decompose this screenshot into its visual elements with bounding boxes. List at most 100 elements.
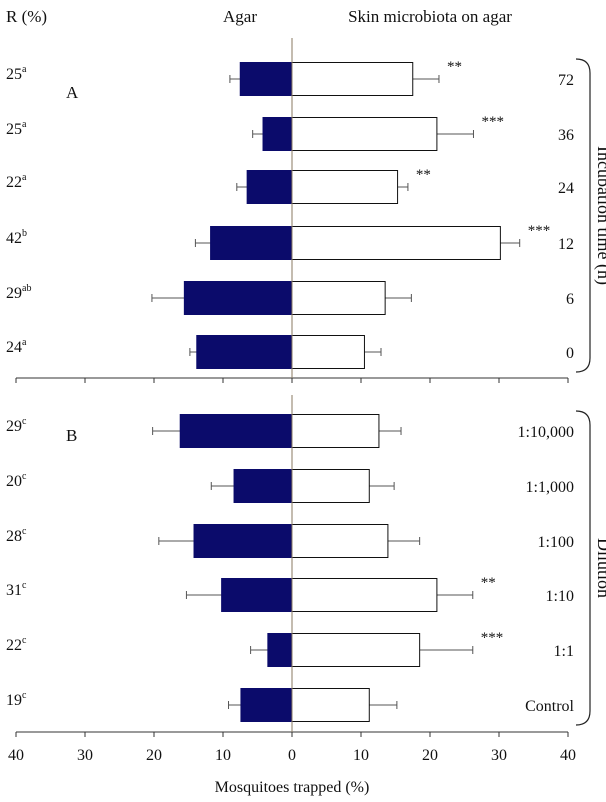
skin-error-bar-p0-r1 — [436, 130, 474, 138]
category-label-p0-r3: 12 — [558, 236, 574, 253]
category-label-p1-r0: 1:10,000 — [518, 424, 574, 441]
agar-error-bar-p0-r5 — [189, 348, 197, 356]
skin-bar-p0-r5 — [291, 335, 365, 369]
agar-error-bar-p1-r5 — [228, 701, 241, 709]
skin-error-bar-p0-r3 — [500, 239, 521, 247]
agar-bar-p1-r0 — [179, 414, 293, 448]
category-label-p0-r1: 36 — [558, 127, 574, 144]
skin-bar-p0-r2 — [291, 170, 399, 204]
x-axis-label: Mosquitoes trapped (%) — [215, 779, 370, 796]
x-tick-label-2: 20 — [146, 747, 162, 764]
x-tick-label-5: 10 — [353, 747, 369, 764]
category-label-p1-r4: 1:1 — [554, 643, 574, 660]
r-value-p0-r3: 42b — [6, 228, 27, 247]
agar-bar-p1-r1 — [233, 469, 293, 503]
agar-bar-p1-r3 — [221, 578, 293, 612]
agar-error-bar-p1-r4 — [250, 646, 268, 654]
skin-bar-p0-r4 — [291, 281, 386, 315]
agar-error-bar-p1-r2 — [158, 537, 195, 545]
skin-error-bar-p0-r5 — [364, 348, 382, 356]
panel-label-b: B — [66, 426, 77, 445]
agar-header: Agar — [223, 7, 257, 26]
skin-error-bar-p1-r5 — [369, 701, 398, 709]
r-value-p1-r0: 29c — [6, 416, 27, 435]
agar-error-bar-p0-r0 — [229, 75, 241, 83]
agar-bar-p1-r4 — [267, 633, 293, 667]
side-label-b: Dilution — [594, 538, 606, 598]
significance-marker-p1-r3: ** — [481, 575, 496, 591]
skin-bar-p1-r1 — [291, 469, 370, 503]
panel-bracket-b — [575, 410, 591, 726]
category-label-p0-r2: 24 — [558, 180, 574, 197]
r-value-p0-r5: 24a — [6, 337, 27, 356]
agar-bar-p0-r2 — [246, 170, 293, 204]
agar-bar-p1-r2 — [193, 524, 293, 558]
labels-layer: A ** 25a 72 *** 25a 36 ** 22a 24 *** 42b 12 29ab 6 24a 0… — [6, 59, 606, 764]
skin-bar-p0-r3 — [291, 226, 501, 260]
r-value-p0-r2: 22a — [6, 172, 27, 191]
skin-error-bar-p1-r1 — [369, 482, 395, 490]
panel-label-a: A — [66, 83, 79, 102]
skin-error-bar-p0-r0 — [412, 75, 440, 83]
x-tick-label-1: 30 — [77, 747, 93, 764]
category-label-p0-r0: 72 — [558, 72, 574, 89]
bars-layer — [151, 62, 521, 722]
skin-error-bar-p1-r2 — [387, 537, 421, 545]
skin-error-bar-p0-r4 — [385, 294, 412, 302]
agar-error-bar-p1-r0 — [152, 427, 181, 435]
side-label-a: Incubation time (h) — [593, 146, 606, 285]
category-label-p1-r1: 1:1,000 — [526, 479, 574, 496]
r-value-p1-r2: 28c — [6, 526, 27, 545]
agar-error-bar-p1-r1 — [210, 482, 235, 490]
x-tick-label-4: 0 — [288, 747, 296, 764]
skin-microbiota-header: Skin microbiota on agar — [348, 7, 512, 26]
skin-error-bar-p1-r4 — [419, 646, 474, 654]
r-value-p1-r1: 20c — [6, 471, 27, 490]
category-label-p1-r5: Control — [525, 698, 574, 715]
r-value-p0-r0: 25a — [6, 64, 27, 83]
agar-bar-p0-r3 — [210, 226, 293, 260]
x-tick-label-6: 20 — [422, 747, 438, 764]
skin-bar-p1-r5 — [291, 688, 370, 722]
x-tick-label-0: 40 — [8, 747, 24, 764]
agar-error-bar-p0-r3 — [194, 239, 211, 247]
r-value-p0-r4: 29ab — [6, 283, 31, 302]
skin-error-bar-p0-r2 — [397, 183, 409, 191]
skin-bar-p0-r0 — [291, 62, 414, 96]
r-value-p0-r1: 25a — [6, 119, 27, 138]
significance-marker-p0-r1: *** — [481, 114, 504, 130]
category-label-p0-r5: 0 — [566, 345, 574, 362]
r-column-header: R (%) — [6, 7, 47, 26]
skin-bar-p0-r1 — [291, 117, 438, 151]
x-tick-label-3: 10 — [215, 747, 231, 764]
agar-bar-p0-r4 — [183, 281, 293, 315]
agar-error-bar-p0-r2 — [236, 183, 248, 191]
category-label-p1-r3: 1:10 — [546, 588, 574, 605]
agar-error-bar-p1-r3 — [185, 591, 222, 599]
skin-bar-p1-r0 — [291, 414, 380, 448]
agar-error-bar-p0-r1 — [252, 130, 264, 138]
significance-marker-p0-r3: *** — [528, 223, 551, 239]
agar-error-bar-p0-r4 — [151, 294, 185, 302]
skin-bar-p1-r2 — [291, 524, 389, 558]
agar-bar-p0-r1 — [262, 117, 293, 151]
significance-marker-p0-r2: ** — [416, 167, 431, 183]
panel-bracket-a — [575, 58, 591, 373]
chart-header: R (%) Agar Skin microbiota on agar — [6, 7, 512, 26]
x-tick-label-7: 30 — [491, 747, 507, 764]
significance-marker-p0-r0: ** — [447, 59, 462, 75]
r-value-p1-r4: 22c — [6, 635, 27, 654]
r-value-p1-r5: 19c — [6, 690, 27, 709]
skin-bar-p1-r3 — [291, 578, 438, 612]
x-tick-label-8: 40 — [560, 747, 576, 764]
agar-bar-p1-r5 — [240, 688, 293, 722]
skin-error-bar-p1-r3 — [436, 591, 474, 599]
r-value-p1-r3: 31c — [6, 580, 27, 599]
agar-bar-p0-r0 — [239, 62, 293, 96]
agar-bar-p0-r5 — [196, 335, 293, 369]
axes-layer — [15, 38, 591, 737]
significance-marker-p1-r4: *** — [481, 630, 504, 646]
skin-bar-p1-r4 — [291, 633, 421, 667]
category-label-p1-r2: 1:100 — [538, 534, 574, 551]
